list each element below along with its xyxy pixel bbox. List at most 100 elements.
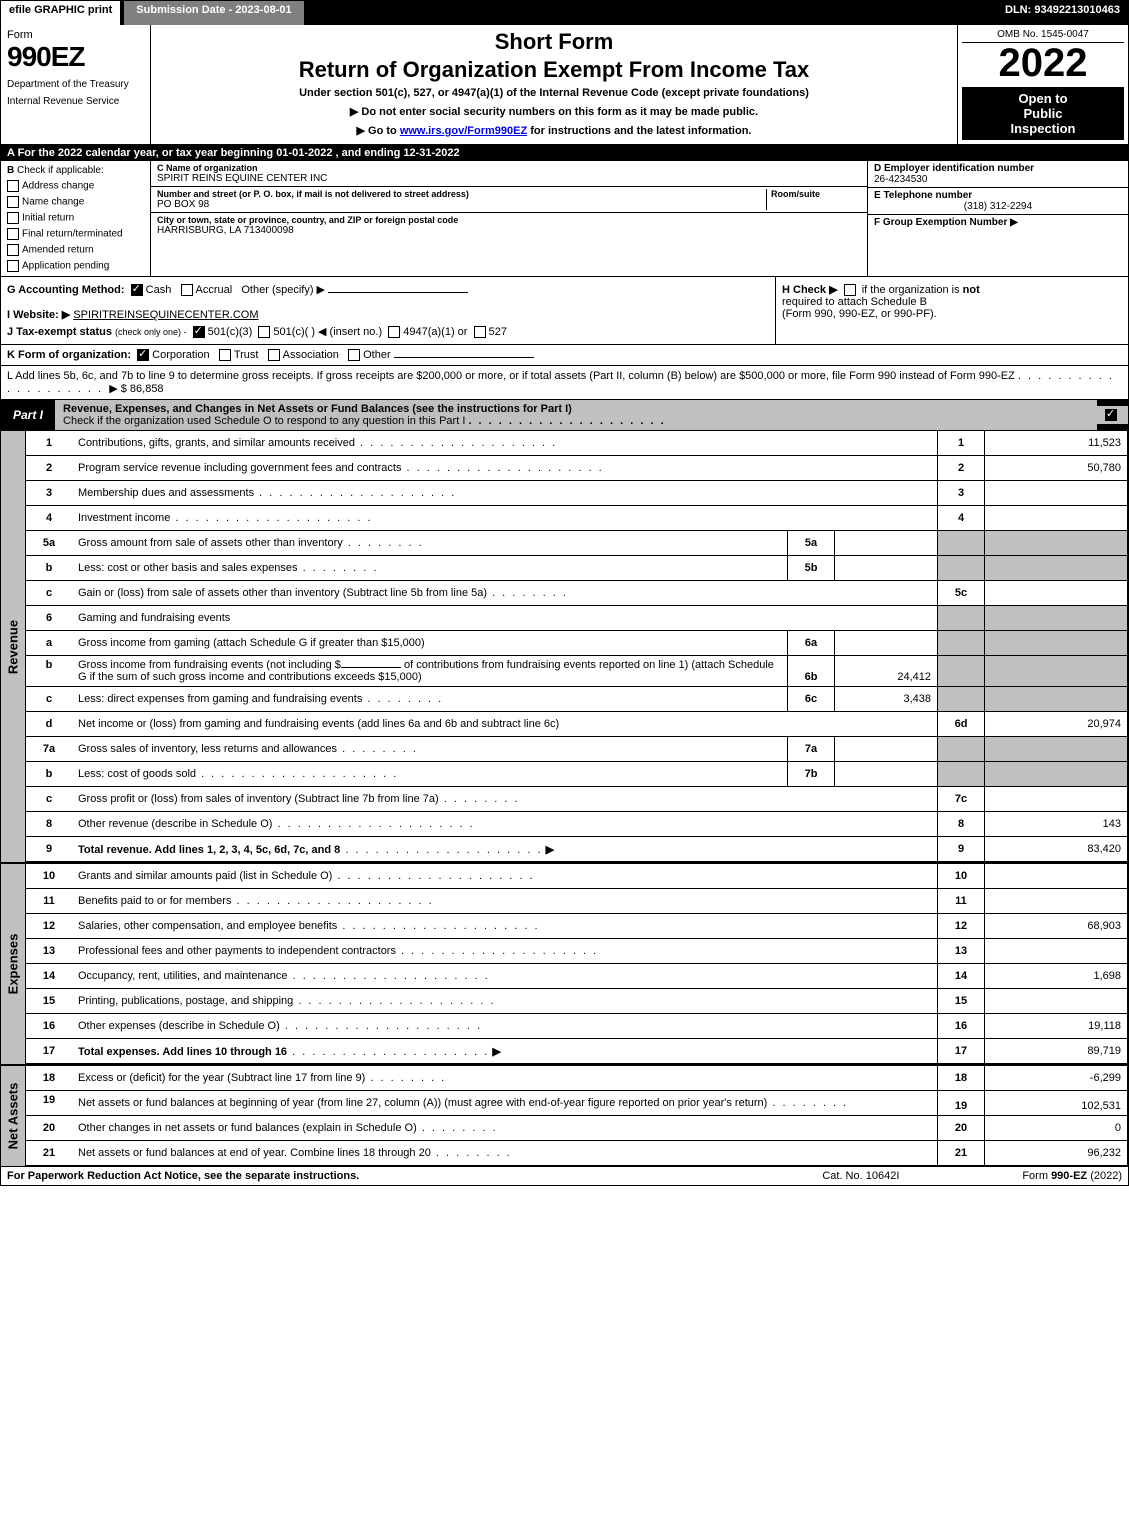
line-amount [985, 481, 1128, 506]
checkbox-icon [7, 196, 19, 208]
line-desc: Other changes in net assets or fund bala… [72, 1116, 938, 1141]
line-7a: 7a Gross sales of inventory, less return… [26, 737, 1128, 762]
row-g: G Accounting Method: Cash Accrual Other … [1, 277, 775, 344]
g-other-blank[interactable] [328, 292, 468, 293]
expenses-section: Expenses 10 Grants and similar amounts p… [1, 864, 1128, 1066]
chk-address-change[interactable]: Address change [7, 180, 144, 192]
line-desc: Gross income from fundraising events (no… [72, 656, 788, 687]
row-k: K Form of organization: Corporation Trus… [1, 345, 1128, 366]
netassets-label-text: Net Assets [6, 1083, 21, 1150]
k-label: K Form of organization: [7, 349, 131, 361]
chk-trust-icon[interactable] [219, 349, 231, 361]
line-desc: Gross amount from sale of assets other t… [72, 531, 788, 556]
chk-label: Name change [22, 197, 84, 208]
instr-link-row: ▶ Go to www.irs.gov/Form990EZ for instru… [161, 124, 947, 137]
website-value[interactable]: SPIRITREINSEQUINECENTER.COM [73, 309, 258, 321]
chk-assoc-icon[interactable] [268, 349, 280, 361]
line-11: 11 Benefits paid to or for members 11 [26, 889, 1128, 914]
footer-form-pre: Form [1022, 1170, 1051, 1182]
topbar: efile GRAPHIC print Submission Date - 20… [1, 1, 1128, 25]
irs-link[interactable]: www.irs.gov/Form990EZ [400, 125, 527, 137]
chk-cash-icon[interactable] [131, 284, 143, 296]
line-amount [985, 864, 1128, 889]
line-ref: 6d [938, 712, 985, 737]
line-19: 19 Net assets or fund balances at beginn… [26, 1091, 1128, 1116]
part1-check[interactable] [1097, 406, 1128, 424]
line-desc: Gross income from gaming (attach Schedul… [72, 631, 788, 656]
shaded-cell [985, 631, 1128, 656]
line-num: 12 [26, 914, 72, 939]
netassets-side-label: Net Assets [1, 1066, 26, 1166]
part1-subtitle: Check if the organization used Schedule … [63, 415, 465, 427]
line-desc: Net assets or fund balances at beginning… [72, 1091, 938, 1116]
efile-print-label[interactable]: efile GRAPHIC print [1, 1, 122, 25]
chk-501c-icon[interactable] [258, 326, 270, 338]
column-c-wrapper: C Name of organization SPIRIT REINS EQUI… [151, 161, 1128, 276]
line-amount: 68,903 [985, 914, 1128, 939]
chk-501c3-icon[interactable] [193, 326, 205, 338]
line-6d: d Net income or (loss) from gaming and f… [26, 712, 1128, 737]
chk-527-icon[interactable] [474, 326, 486, 338]
sub-ref: 6a [788, 631, 835, 656]
footer-form-year: (2022) [1087, 1170, 1122, 1182]
h-text1: H Check ▶ [782, 284, 838, 296]
header-left: Form 990EZ Department of the Treasury In… [1, 25, 151, 144]
line-ref: 11 [938, 889, 985, 914]
line-5b: b Less: cost or other basis and sales ex… [26, 556, 1128, 581]
chk-accrual-icon[interactable] [181, 284, 193, 296]
chk-other-icon[interactable] [348, 349, 360, 361]
addr-cell: Number and street (or P. O. box, if mail… [151, 187, 867, 213]
j-4947: 4947(a)(1) or [403, 326, 467, 338]
chk-final-return[interactable]: Final return/terminated [7, 228, 144, 240]
line-num: c [26, 787, 72, 812]
chk-name-change[interactable]: Name change [7, 196, 144, 208]
line-21: 21 Net assets or fund balances at end of… [26, 1141, 1128, 1166]
line-3: 3 Membership dues and assessments 3 [26, 481, 1128, 506]
k-other-blank[interactable] [394, 357, 534, 358]
line-desc: Gain or (loss) from sale of assets other… [72, 581, 938, 606]
line-desc: Gross profit or (loss) from sales of inv… [72, 787, 938, 812]
chk-corp-icon[interactable] [137, 349, 149, 361]
line-17: 17 Total expenses. Add lines 10 through … [26, 1039, 1128, 1064]
line-ref: 1 [938, 431, 985, 456]
line-num: 1 [26, 431, 72, 456]
short-form-title: Short Form [161, 29, 947, 55]
chk-schedule-o-icon [1105, 409, 1117, 421]
city-label: City or town, state or province, country… [157, 215, 861, 225]
netassets-section: Net Assets 18 Excess or (deficit) for th… [1, 1066, 1128, 1166]
line-desc: Grants and similar amounts paid (list in… [72, 864, 938, 889]
line-num: 21 [26, 1141, 72, 1166]
line-desc: Gaming and fundraising events [72, 606, 938, 631]
chk-application-pending[interactable]: Application pending [7, 260, 144, 272]
sub-val: 24,412 [835, 656, 938, 687]
line-20: 20 Other changes in net assets or fund b… [26, 1116, 1128, 1141]
form-number: 990EZ [7, 41, 144, 73]
topbar-spacer [306, 1, 997, 25]
chk-amended-return[interactable]: Amended return [7, 244, 144, 256]
footer-right: Form 990-EZ (2022) [1022, 1170, 1122, 1182]
sub-ref: 6b [788, 656, 835, 687]
sub-val [835, 631, 938, 656]
shaded-cell [938, 737, 985, 762]
tax-year: 2022 [962, 43, 1124, 83]
line-num: b [26, 656, 72, 687]
blank-contrib[interactable] [341, 667, 401, 668]
chk-4947-icon[interactable] [388, 326, 400, 338]
line-num: b [26, 762, 72, 787]
open-inspection-box: Open to Public Inspection [962, 87, 1124, 140]
h-text3: required to attach Schedule B [782, 296, 1122, 308]
row-gh: G Accounting Method: Cash Accrual Other … [1, 277, 1128, 345]
line-desc: Total expenses. Add lines 10 through 16 … [72, 1039, 938, 1064]
line-amount [985, 506, 1128, 531]
shaded-cell [938, 531, 985, 556]
line-amount [985, 581, 1128, 606]
checkbox-icon [7, 212, 19, 224]
line-num: 3 [26, 481, 72, 506]
line-desc: Investment income [72, 506, 938, 531]
chk-initial-return[interactable]: Initial return [7, 212, 144, 224]
line-5c: c Gain or (loss) from sale of assets oth… [26, 581, 1128, 606]
line-amount: 20,974 [985, 712, 1128, 737]
shaded-cell [985, 531, 1128, 556]
chk-h-icon[interactable] [844, 284, 856, 296]
shaded-cell [985, 762, 1128, 787]
